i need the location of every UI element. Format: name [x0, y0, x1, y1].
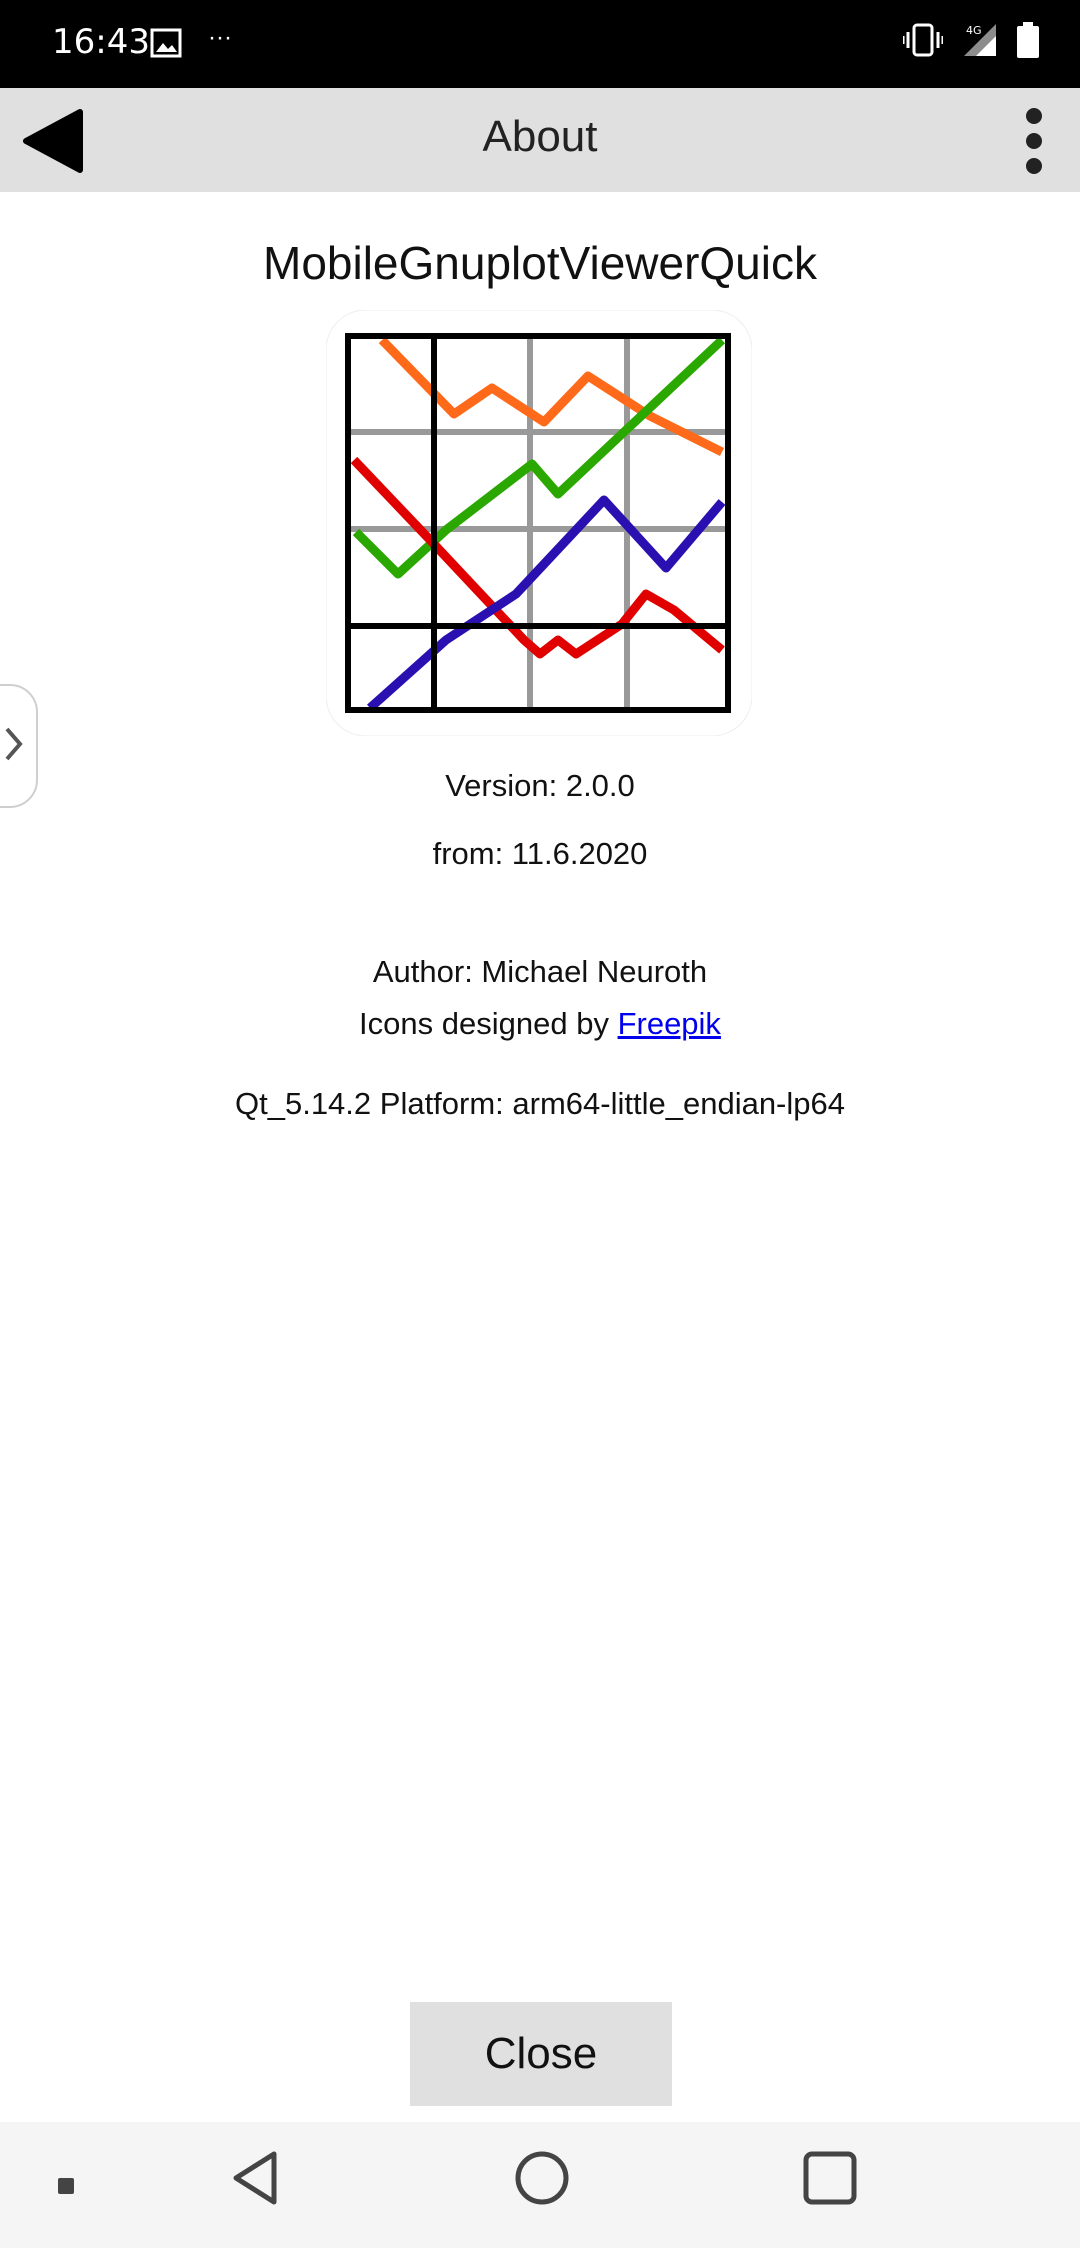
more-vert-icon	[1026, 108, 1042, 174]
recents-square-icon	[803, 2151, 857, 2205]
drawer-handle[interactable]	[0, 684, 38, 808]
vibrate-icon	[903, 23, 944, 57]
version-text: Version: 2.0.0	[445, 768, 635, 803]
nav-dot-button[interactable]	[56, 2176, 76, 2201]
gnuplot-chart-logo	[325, 309, 753, 737]
system-nav-bar	[0, 2122, 1080, 2248]
freepik-link[interactable]: Freepik	[617, 1006, 721, 1041]
icons-credit: Icons designed by Freepik	[0, 1006, 1080, 1042]
notification-more: ···	[208, 24, 232, 51]
release-date-text: from: 11.6.2020	[432, 836, 648, 871]
page-title: About	[482, 112, 598, 161]
chevron-right-icon	[5, 727, 23, 761]
dot-icon	[58, 2178, 74, 2194]
author-text: Author: Michael Neuroth	[372, 954, 708, 989]
back-arrow-icon	[23, 109, 83, 173]
home-circle-icon	[515, 2151, 569, 2205]
back-button[interactable]	[20, 108, 86, 174]
gallery-icon	[150, 28, 182, 63]
app-bar: About	[0, 88, 1080, 192]
app-name: MobileGnuplotViewerQuick	[263, 237, 817, 289]
platform-text: Qt_5.14.2 Platform: arm64-little_endian-…	[235, 1086, 845, 1121]
battery-icon	[1017, 22, 1039, 58]
status-indicators: 4G	[889, 22, 1040, 58]
overflow-menu-button[interactable]	[1014, 106, 1054, 176]
status-time: 16:43	[52, 22, 150, 62]
nav-recents-button[interactable]	[802, 2150, 858, 2211]
network-label: 4G	[966, 24, 982, 37]
close-button[interactable]: Close	[410, 2002, 672, 2106]
icons-credit-prefix: Icons designed by	[359, 1006, 618, 1041]
back-triangle-icon	[233, 2151, 277, 2205]
nav-back-button[interactable]	[230, 2150, 280, 2211]
status-bar: 16:43 ··· 4G	[0, 0, 1080, 88]
nav-home-button[interactable]	[514, 2150, 570, 2211]
signal-icon: 4G	[963, 24, 996, 56]
